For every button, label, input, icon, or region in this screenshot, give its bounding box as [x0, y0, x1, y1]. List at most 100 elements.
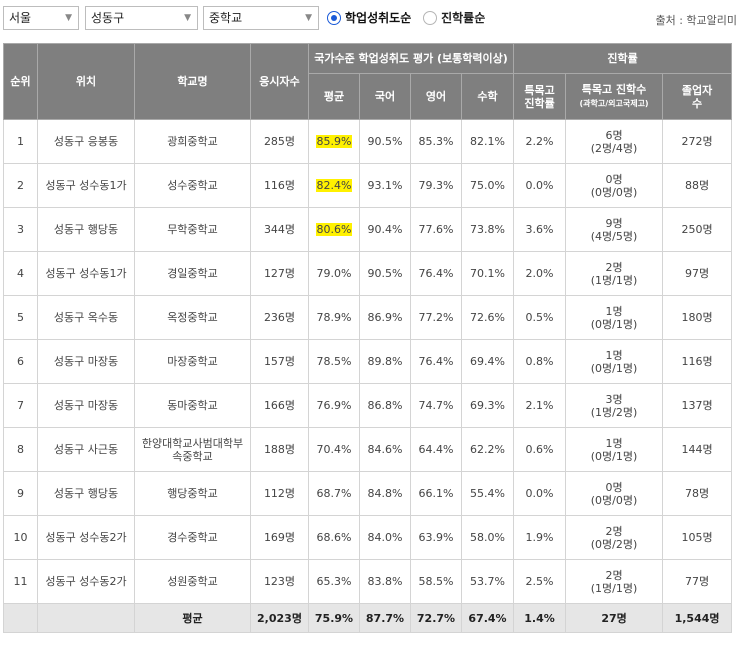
table-row: 9 성동구 행당동 행당중학교 112명 68.7% 84.8% 66.1% 55.4% 0.0… — [3, 471, 733, 516]
cell-math: 58.0% — [460, 515, 515, 560]
region-select[interactable]: 서울 ▼ — [3, 6, 79, 30]
cell-school: 옥정중학교 — [134, 295, 251, 340]
cell-special-count: 1명 (0명/1명) — [565, 339, 664, 384]
cell-special-count: 0명 (0명/0명) — [565, 471, 664, 516]
cell-special-count: 1명 (0명/1명) — [565, 427, 664, 472]
cell-special-count: 9명 (4명/5명) — [565, 207, 664, 252]
cell-english: 77.6% — [410, 207, 462, 252]
cell-rank: 7 — [3, 383, 38, 428]
cell-examinees: 188명 — [250, 427, 309, 472]
cell-graduates: 88명 — [662, 163, 733, 208]
average-row: 평균 2,023명 75.9% 87.7% 72.7% 67.4% 1.4% 27명 1,544… — [3, 603, 733, 633]
cell-korean: 90.5% — [359, 251, 411, 296]
cell-school: 성원중학교 — [134, 559, 251, 604]
sort-by-achievement-radio[interactable]: 학업성취도순 — [327, 9, 411, 26]
cell-avg: 82.4% — [308, 163, 360, 208]
special-count-detail: (1명/1명) — [590, 273, 638, 287]
cell-english: 58.5% — [410, 559, 462, 604]
cell-location: 성동구 마장동 — [37, 339, 135, 384]
cell-school: 한양대학교사범대학부속중학교 — [134, 427, 251, 472]
avg-korean: 87.7% — [359, 603, 411, 633]
cell-rank: 6 — [3, 339, 38, 384]
header-rank: 순위 — [3, 43, 38, 120]
cell-graduates: 250명 — [662, 207, 733, 252]
cell-special-count: 2명 (1명/1명) — [565, 559, 664, 604]
cell-location: 성동구 행당동 — [37, 471, 135, 516]
table-row: 10 성동구 성수동2가 경수중학교 169명 68.6% 84.0% 63.9% 58.0%… — [3, 515, 733, 560]
cell-special-rate: 2.5% — [513, 559, 567, 604]
table-row: 1 성동구 응봉동 광희중학교 285명 85.9% 90.5% 85.3% 82.1% 2.2… — [3, 119, 733, 164]
cell-english: 63.9% — [410, 515, 462, 560]
cell-english: 77.2% — [410, 295, 462, 340]
table-row: 5 성동구 옥수동 옥정중학교 236명 78.9% 86.9% 77.2% 72.6% 0.5… — [3, 295, 733, 340]
cell-examinees: 123명 — [250, 559, 309, 604]
cell-avg: 70.4% — [308, 427, 360, 472]
cell-school: 경일중학교 — [134, 251, 251, 296]
header-location: 위치 — [37, 43, 135, 120]
cell-math: 82.1% — [460, 119, 515, 164]
header-math: 수학 — [460, 73, 515, 120]
cell-rank: 2 — [3, 163, 38, 208]
region-select-value: 서울 — [9, 11, 32, 25]
special-count-detail: (0명/1명) — [590, 449, 638, 463]
cell-examinees: 112명 — [250, 471, 309, 516]
avg-special-count: 27명 — [565, 603, 664, 633]
header-special-count: 특목고 진학수 (과학고/외고국제고) — [565, 73, 664, 120]
school-type-select[interactable]: 중학교 ▼ — [203, 6, 319, 30]
special-count-detail: (1명/1명) — [590, 581, 638, 595]
cell-special-rate: 0.0% — [513, 163, 567, 208]
chevron-down-icon: ▼ — [305, 13, 312, 23]
cell-special-rate: 1.9% — [513, 515, 567, 560]
table-row: 3 성동구 행당동 무학중학교 344명 80.6% 90.4% 77.6% 73.8% 3.6… — [3, 207, 733, 252]
radio-selected-icon — [327, 10, 341, 25]
header-special-rate-line2: 진학률 — [524, 96, 555, 110]
cell-examinees: 127명 — [250, 251, 309, 296]
cell-graduates: 105명 — [662, 515, 733, 560]
special-count-value: 1명 — [605, 436, 623, 450]
cell-location: 성동구 마장동 — [37, 383, 135, 428]
cell-examinees: 166명 — [250, 383, 309, 428]
cell-math: 75.0% — [460, 163, 515, 208]
cell-school: 행당중학교 — [134, 471, 251, 516]
school-type-select-value: 중학교 — [209, 11, 243, 25]
cell-english: 64.4% — [410, 427, 462, 472]
cell-special-rate: 3.6% — [513, 207, 567, 252]
sort-by-advancement-radio[interactable]: 진학률순 — [423, 9, 485, 26]
cell-avg: 68.6% — [308, 515, 360, 560]
header-average: 평균 — [308, 73, 360, 120]
special-count-value: 3명 — [605, 392, 623, 406]
cell-rank: 8 — [3, 427, 38, 472]
cell-avg: 78.9% — [308, 295, 360, 340]
filter-bar: 서울 ▼ 성동구 ▼ 중학교 ▼ 학업성취도순 진학률순 출처 : 학교알리미 — [0, 0, 745, 38]
highlighted-average: 85.9% — [315, 135, 353, 148]
cell-graduates: 77명 — [662, 559, 733, 604]
table-row: 6 성동구 마장동 마장중학교 157명 78.5% 89.8% 76.4% 69.4% 0.8… — [3, 339, 733, 384]
header-advancement-group: 진학률 — [513, 43, 733, 74]
cell-location: 성동구 응봉동 — [37, 119, 135, 164]
cell-avg: 80.6% — [308, 207, 360, 252]
highlighted-average: 80.6% — [315, 223, 353, 236]
header-special-rate-line1: 특목고 — [524, 83, 555, 97]
cell-school: 성수중학교 — [134, 163, 251, 208]
cell-graduates: 180명 — [662, 295, 733, 340]
cell-special-rate: 0.0% — [513, 471, 567, 516]
cell-special-rate: 2.2% — [513, 119, 567, 164]
chevron-down-icon: ▼ — [65, 13, 72, 23]
cell-school: 무학중학교 — [134, 207, 251, 252]
cell-examinees: 169명 — [250, 515, 309, 560]
radio-unselected-icon — [423, 10, 438, 25]
sort-by-advancement-label: 진학률순 — [441, 11, 486, 25]
header-graduates: 졸업자 수 — [662, 73, 733, 120]
special-count-value: 0명 — [605, 172, 623, 186]
cell-avg: 65.3% — [308, 559, 360, 604]
special-count-detail: (0명/2명) — [590, 537, 638, 551]
cell-korean: 84.6% — [359, 427, 411, 472]
school-ranking-table: 순위 위치 학교명 응시자수 국가수준 학업성취도 평가 (보통학력이상) 진학… — [3, 43, 733, 633]
district-select[interactable]: 성동구 ▼ — [85, 6, 198, 30]
cell-examinees: 285명 — [250, 119, 309, 164]
header-graduates-line1: 졸업자 — [681, 83, 713, 97]
cell-location: 성동구 사근동 — [37, 427, 135, 472]
cell-math: 70.1% — [460, 251, 515, 296]
special-count-detail: (0명/1명) — [590, 317, 638, 331]
cell-special-count: 2명 (1명/1명) — [565, 251, 664, 296]
